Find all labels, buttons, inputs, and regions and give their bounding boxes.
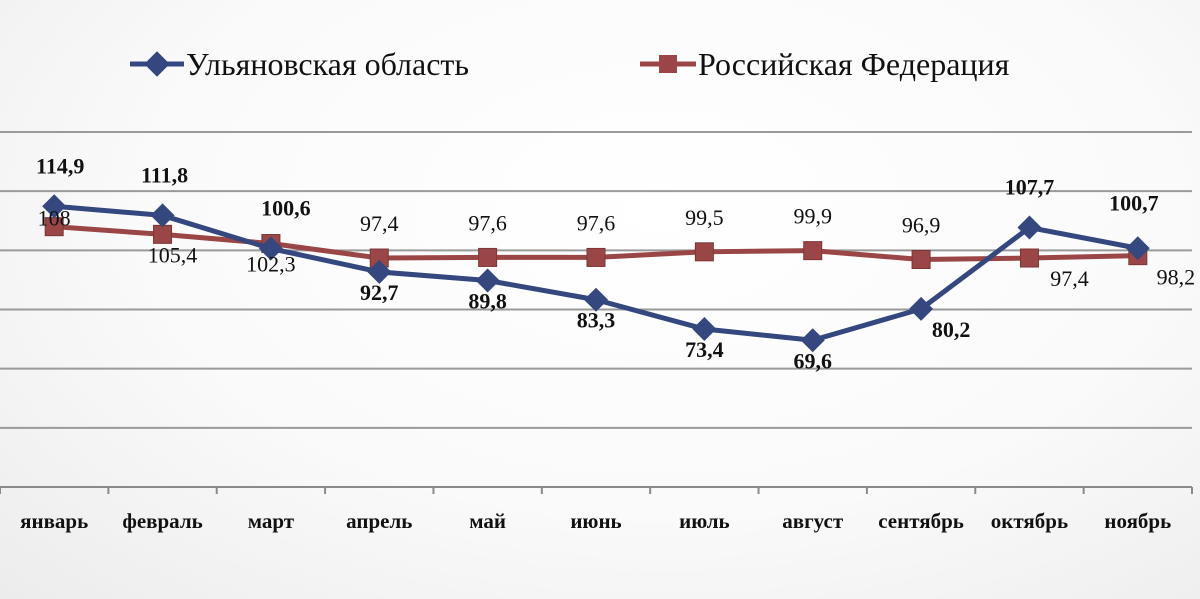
x-tick-label: июнь <box>570 509 621 533</box>
x-tick-label: август <box>782 509 844 533</box>
x-tick-label: январь <box>20 509 88 533</box>
marker-ulyanovsk <box>367 259 392 284</box>
marker-ulyanovsk <box>584 287 608 312</box>
legend-item-russia: Российская Федерация <box>640 46 1010 82</box>
x-tick-label: октябрь <box>991 509 1068 533</box>
x-tick-labels: январь февраль март апрель май июнь июль август… <box>20 509 1171 533</box>
marker-ulyanovsk <box>909 296 934 321</box>
marker-ulyanovsk <box>1017 215 1042 240</box>
legend-label-ulyanovsk: Ульяновская область <box>186 46 469 82</box>
x-tick-label: ноябрь <box>1104 509 1171 533</box>
x-tick-label: сентябрь <box>878 509 964 533</box>
data-label-russia: 99,9 <box>793 204 832 229</box>
data-label-ulyanovsk: 92,7 <box>360 280 399 305</box>
data-label-ulyanovsk: 80,2 <box>932 317 971 342</box>
data-label-russia: 108 <box>38 206 71 231</box>
legend-square-icon <box>659 55 677 73</box>
data-label-russia: 97,4 <box>1050 266 1089 291</box>
marker-russia <box>153 224 173 244</box>
data-label-ulyanovsk: 107,7 <box>1005 175 1055 200</box>
data-label-russia: 99,5 <box>685 205 724 230</box>
x-tick-label: апрель <box>346 509 412 533</box>
legend-label-russia: Российская Федерация <box>698 46 1010 82</box>
x-axis <box>0 486 1193 494</box>
x-tick-label: июль <box>679 509 730 533</box>
data-label-ulyanovsk: 69,6 <box>793 348 832 373</box>
legend: Ульяновская область Российская Федерация <box>130 46 1010 82</box>
marker-ulyanovsk <box>42 194 67 219</box>
marker-russia <box>478 247 498 267</box>
data-label-russia: 102,3 <box>246 252 296 277</box>
legend-item-ulyanovsk: Ульяновская область <box>130 46 469 82</box>
marker-ulyanovsk <box>692 317 717 342</box>
marker-russia <box>803 241 823 261</box>
data-label-russia: 97,6 <box>468 210 507 235</box>
data-label-ulyanovsk: 100,7 <box>1109 190 1159 215</box>
data-label-ulyanovsk: 111,8 <box>141 162 188 187</box>
data-label-ulyanovsk: 100,6 <box>261 196 311 221</box>
x-tick-label: февраль <box>122 509 202 533</box>
data-label-ulyanovsk: 73,4 <box>685 337 724 362</box>
data-label-russia: 105,4 <box>148 242 198 267</box>
data-label-ulyanovsk: 89,8 <box>468 289 507 314</box>
x-tick-label: март <box>248 509 295 533</box>
marker-russia <box>911 250 931 270</box>
data-label-russia: 98,2 <box>1157 265 1196 290</box>
marker-ulyanovsk <box>475 268 500 293</box>
marker-russia <box>694 242 714 262</box>
legend-diamond-icon <box>144 51 170 77</box>
marker-ulyanovsk <box>150 203 175 228</box>
data-label-ulyanovsk: 114,9 <box>36 153 84 178</box>
data-labels: 114,9 111,8 100,6 92,7 89,8 83,3 73,4 69,6 80,2 1… <box>36 153 1195 373</box>
marker-russia <box>586 247 606 267</box>
data-label-russia: 96,9 <box>902 213 941 238</box>
marker-russia <box>1019 248 1039 268</box>
x-tick-label: май <box>469 509 506 533</box>
marker-ulyanovsk <box>258 236 283 261</box>
marker-ulyanovsk <box>800 328 825 353</box>
marker-ulyanovsk <box>1125 236 1150 261</box>
data-label-russia: 97,6 <box>577 210 616 235</box>
series-layer <box>42 194 1150 353</box>
data-label-russia: 97,4 <box>360 211 399 236</box>
data-label-ulyanovsk: 83,3 <box>577 308 616 333</box>
